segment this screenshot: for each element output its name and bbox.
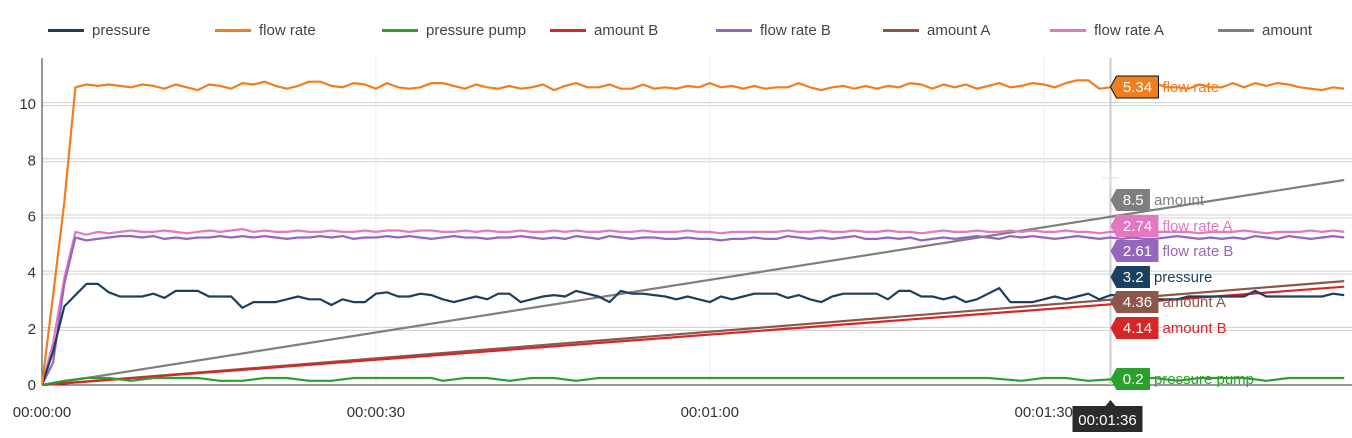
value-tag-name: pressure pump	[1154, 371, 1254, 388]
value-tag-box	[1110, 240, 1159, 262]
legend-swatch	[1050, 28, 1086, 32]
legend-label: amount A	[927, 21, 991, 39]
value-tag-box	[1110, 317, 1159, 339]
series-line	[41, 178, 1345, 387]
value-tag-box	[1110, 215, 1159, 237]
value-tag-value: 8.5	[1123, 192, 1144, 209]
value-tag-name: amount A	[1162, 294, 1225, 311]
legend-item[interactable]: pressure pump	[382, 20, 526, 40]
legend-label: flow rate	[259, 21, 316, 39]
legend-item[interactable]: amount	[1218, 20, 1312, 40]
series-line	[41, 235, 1345, 386]
value-tag-name: flow rate A	[1162, 218, 1232, 235]
legend-item[interactable]: flow rate B	[716, 20, 831, 40]
legend-label: flow rate A	[1094, 21, 1165, 39]
legend-item[interactable]: amount A	[883, 20, 990, 40]
legend-item[interactable]: flow rate A	[1050, 20, 1164, 40]
value-tag-value: 4.36	[1123, 294, 1152, 311]
chart-legend: pressure flow rate pressure pump amount B fl…	[0, 0, 1352, 58]
value-tag-box	[1110, 291, 1159, 313]
value-tag-value: 4.14	[1123, 320, 1152, 337]
crosshair-time-label: 00:01:36	[1078, 412, 1136, 429]
x-tick-label: 00:01:30	[1015, 404, 1073, 421]
y-tick-label: 2	[28, 321, 36, 338]
legend-label: pressure pump	[426, 21, 527, 39]
value-tag-box	[1109, 75, 1159, 99]
value-tag-name: pressure	[1154, 269, 1212, 286]
value-tag-box	[1110, 189, 1150, 211]
x-tick-label: 00:01:00	[681, 404, 739, 421]
legend-swatch	[550, 28, 586, 32]
value-tag-box	[1110, 266, 1150, 288]
x-tick-label: 00:00:30	[347, 404, 405, 421]
y-tick-label: 8	[28, 152, 36, 169]
x-tick-label: 00:00:00	[13, 404, 71, 421]
value-tag-value: 3.2	[1123, 269, 1144, 286]
y-tick-label: 6	[28, 208, 36, 225]
value-tag-value: 5.34	[1123, 79, 1152, 96]
value-tag-name: flow rate	[1162, 79, 1219, 96]
value-tag-box	[1110, 368, 1150, 390]
value-tag-name: amount B	[1162, 320, 1226, 337]
legend-swatch	[1218, 28, 1254, 32]
y-tick-label: 10	[19, 96, 36, 113]
legend-label: amount B	[594, 21, 659, 39]
legend-swatch	[716, 28, 752, 32]
legend-swatch	[215, 28, 251, 32]
value-tag-value: 0.2	[1123, 371, 1144, 388]
legend-item[interactable]: flow rate	[215, 20, 316, 40]
y-tick-label: 4	[28, 265, 36, 282]
value-tag-value: 2.74	[1123, 218, 1152, 235]
legend-swatch	[382, 28, 418, 32]
y-tick-label: 0	[28, 377, 36, 394]
value-tag-value: 2.61	[1123, 243, 1152, 260]
value-tag-name: flow rate B	[1162, 243, 1233, 260]
series-line	[41, 376, 1345, 387]
legend-label: pressure	[92, 21, 151, 39]
legend-swatch	[883, 28, 919, 32]
value-tag-name: amount	[1154, 192, 1205, 209]
legend-label: amount	[1262, 21, 1313, 39]
legend-swatch	[48, 28, 84, 32]
legend-label: flow rate B	[760, 21, 831, 39]
legend-item[interactable]: pressure	[48, 20, 150, 40]
crosshair-time-box	[1072, 406, 1143, 432]
crosshair-time-pointer	[1105, 400, 1116, 406]
legend-item[interactable]: amount B	[550, 20, 658, 40]
